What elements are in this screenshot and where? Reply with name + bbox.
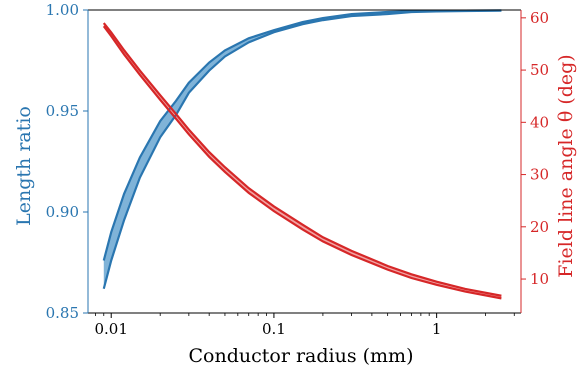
right-y-tick-label: 40 — [530, 113, 549, 131]
right-axis-label: Field line angle θ (deg) — [555, 54, 577, 277]
series-2-lower-line — [102, 25, 502, 300]
left-y-tick-label: 0.95 — [46, 102, 79, 120]
right-y-tick-label: 60 — [530, 9, 549, 27]
right-y-tick-label: 50 — [530, 61, 549, 79]
x-tick-label: 0.01 — [95, 320, 128, 338]
series-1-upper-line — [102, 9, 502, 261]
left-y-tick-label: 0.90 — [46, 203, 79, 221]
left-y-tick-label: 0.85 — [46, 304, 79, 322]
series-lines — [102, 9, 502, 300]
left-y-tick-label: 1.00 — [46, 1, 79, 19]
right-y-tick-label: 10 — [530, 270, 549, 288]
axes — [87, 9, 522, 314]
x-axis-label: Conductor radius (mm) — [189, 345, 414, 367]
right-y-tick-label: 30 — [530, 166, 549, 184]
series-1-band — [103, 10, 502, 289]
right-y-tick-label: 20 — [530, 218, 549, 236]
series-bands — [103, 10, 502, 299]
series-1-lower-line — [102, 9, 502, 290]
x-tick-label: 0.1 — [262, 320, 286, 338]
ticks: 0.01 0.1 1 0.85 0.90 0.95 1.00 10 20 30 40 50 60 — [46, 1, 550, 338]
series-2-upper-line — [102, 22, 502, 297]
left-axis-label: Length ratio — [13, 106, 35, 226]
series-2-band — [103, 23, 502, 299]
x-tick-label: 1 — [432, 320, 442, 338]
